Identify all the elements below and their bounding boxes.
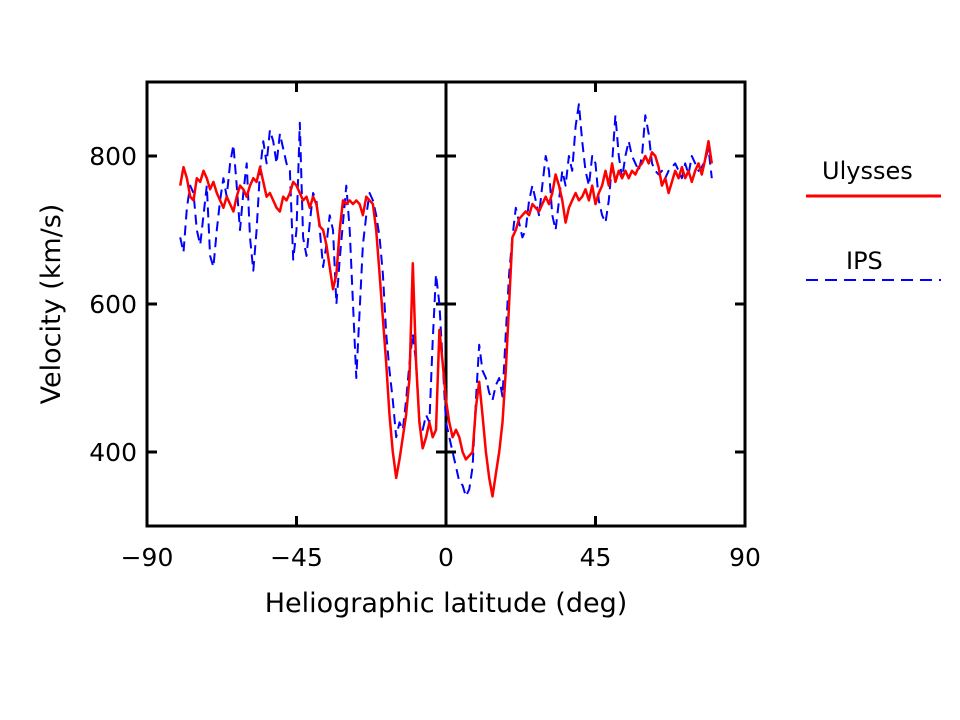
axis-ticks: [145, 82, 747, 526]
series-line-ips: [179, 103, 713, 498]
x-axis-title: Heliographic latitude (deg): [265, 588, 628, 619]
x-tick-label: 90: [729, 543, 761, 572]
legend-label-ulysses: Ulysses: [822, 157, 913, 185]
x-tick-label: −90: [121, 543, 174, 572]
legend: Ulysses IPS: [806, 157, 941, 281]
x-tick-label: 45: [580, 543, 612, 572]
series-lines: [178, 103, 714, 498]
series-line-ulysses: [178, 139, 714, 498]
y-axis-title: Velocity (km/s): [36, 204, 67, 405]
y-tick-label: 800: [89, 142, 137, 171]
x-tick-label: 0: [438, 543, 454, 572]
y-tick-labels: 400 600 800: [89, 142, 137, 467]
x-tick-label: −45: [270, 543, 323, 572]
x-tick-labels: −90 −45 0 45 90: [121, 543, 761, 572]
legend-label-ips: IPS: [846, 247, 883, 275]
y-tick-label: 400: [89, 438, 137, 467]
y-tick-label: 600: [89, 290, 137, 319]
